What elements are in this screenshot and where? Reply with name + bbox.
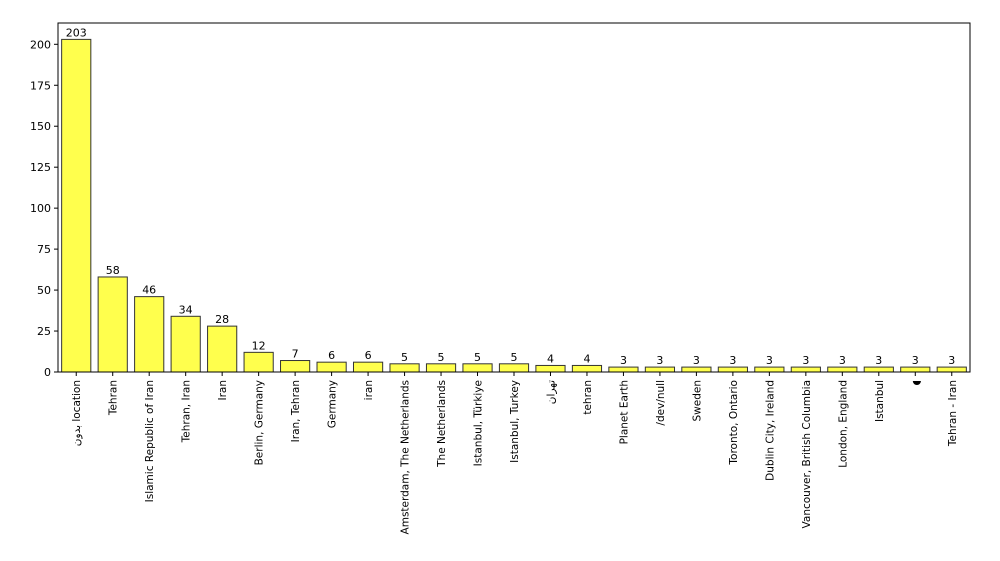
bar bbox=[462, 363, 493, 373]
x-tick-label: London, England bbox=[837, 380, 849, 468]
x-tick-label: Tehran - Iran bbox=[947, 380, 959, 447]
y-tick-label: 150 bbox=[30, 120, 51, 133]
bar-value-label: 46 bbox=[142, 284, 156, 297]
bar-value-label: 5 bbox=[438, 351, 445, 364]
bar bbox=[681, 366, 712, 373]
value-labels-group: 203 58 46 34 28 12 7 6 6 5 5 5 5 4 4 3 3 3 3 3 3 3 3 3 3 bbox=[66, 26, 956, 367]
bar-value-label: 3 bbox=[875, 354, 882, 367]
bar bbox=[571, 364, 603, 373]
x-tick-label: Iran, Tehran bbox=[290, 380, 302, 442]
x-tick-label: iran bbox=[363, 380, 375, 400]
x-tick-label: Vancouver, British Columbia bbox=[801, 380, 813, 528]
bar bbox=[863, 366, 894, 373]
bar-value-label: 58 bbox=[106, 264, 120, 277]
x-tick-label: Istanbul bbox=[874, 380, 886, 422]
x-tick-label: /dev/null bbox=[655, 380, 667, 426]
bar-value-label: 5 bbox=[474, 351, 481, 364]
bar bbox=[754, 366, 785, 373]
bar bbox=[61, 38, 92, 373]
bar-value-label: 3 bbox=[802, 354, 809, 367]
bar bbox=[134, 296, 165, 373]
x-tick-label: Sweden bbox=[691, 380, 703, 422]
bar-value-label: 6 bbox=[328, 349, 335, 362]
bar-value-label: 3 bbox=[912, 354, 919, 367]
x-tick-label: Berlin, Germany bbox=[254, 380, 266, 465]
bar bbox=[717, 366, 748, 373]
bar-value-label: 5 bbox=[511, 351, 518, 364]
bar-value-label: 3 bbox=[729, 354, 736, 367]
y-tick-label: 25 bbox=[37, 325, 51, 338]
bar bbox=[644, 366, 676, 373]
bar-value-label: 203 bbox=[66, 26, 87, 39]
bar bbox=[316, 361, 347, 373]
x-tick-label: Istanbul, Turkey bbox=[509, 380, 521, 463]
bar bbox=[936, 366, 967, 373]
bar-value-label: 7 bbox=[292, 348, 299, 361]
bar-value-label: 3 bbox=[766, 354, 773, 367]
x-tick-label: Dublin City, Ireland bbox=[764, 380, 776, 481]
x-tick-label: تهران bbox=[545, 380, 557, 404]
y-tick-label: 125 bbox=[30, 161, 51, 174]
x-tick-label: Germany bbox=[327, 380, 339, 428]
bar bbox=[900, 366, 931, 373]
bar bbox=[827, 366, 858, 373]
plot-frame bbox=[57, 22, 971, 373]
bar-value-label: 3 bbox=[693, 354, 700, 367]
bar bbox=[608, 366, 639, 373]
bar bbox=[207, 325, 238, 373]
x-tick-label: Toronto, Ontario bbox=[728, 380, 740, 466]
bar bbox=[498, 363, 530, 373]
bar bbox=[790, 366, 821, 373]
bar bbox=[97, 276, 128, 373]
x-tick-label: Tehran bbox=[108, 380, 120, 416]
bar bbox=[280, 360, 311, 373]
y-tick-label: 200 bbox=[30, 38, 51, 51]
bar bbox=[352, 361, 384, 373]
y-tick-label: 50 bbox=[37, 284, 51, 297]
y-tick-label: 175 bbox=[30, 79, 51, 92]
x-tick-label: Istanbul, Türkiye bbox=[473, 380, 485, 466]
bar-value-label: 12 bbox=[252, 339, 266, 352]
bar bbox=[535, 364, 566, 373]
x-axis: بدون location Tehran Islamic Republic of I… bbox=[71, 372, 959, 534]
x-tick-label: ◖ bbox=[910, 380, 922, 386]
bar-value-label: 5 bbox=[401, 351, 408, 364]
y-tick-label: 100 bbox=[30, 202, 51, 215]
x-tick-label: tehran bbox=[582, 380, 594, 415]
x-tick-label: Iran bbox=[217, 380, 229, 401]
x-tick-label: بدون location bbox=[71, 380, 83, 446]
bar-value-label: 3 bbox=[839, 354, 846, 367]
bar-value-label: 6 bbox=[365, 349, 372, 362]
bar-value-label: 3 bbox=[620, 354, 627, 367]
x-tick-label: Amsterdam, The Netherlands bbox=[400, 380, 412, 534]
y-tick-label: 75 bbox=[37, 243, 51, 256]
bar bbox=[389, 363, 420, 373]
x-tick-label: Planet Earth bbox=[618, 380, 630, 444]
bar-value-label: 28 bbox=[215, 313, 229, 326]
bar-value-label: 3 bbox=[656, 354, 663, 367]
bar-value-label: 4 bbox=[547, 352, 554, 365]
y-tick-label: 0 bbox=[44, 366, 51, 379]
x-tick-label: Islamic Republic of Iran bbox=[144, 380, 156, 502]
bar-value-label: 34 bbox=[179, 303, 193, 316]
bar bbox=[425, 363, 457, 373]
bar-value-label: 3 bbox=[948, 354, 955, 367]
y-axis: 0 25 50 75 100 125 150 175 200 bbox=[30, 38, 58, 379]
bar bbox=[170, 315, 201, 373]
bar-value-label: 4 bbox=[583, 352, 590, 365]
x-tick-label: The Netherlands bbox=[436, 380, 448, 468]
x-tick-label: Tehran, Iran bbox=[181, 380, 193, 443]
bars-group bbox=[61, 38, 967, 373]
bar bbox=[243, 351, 274, 373]
